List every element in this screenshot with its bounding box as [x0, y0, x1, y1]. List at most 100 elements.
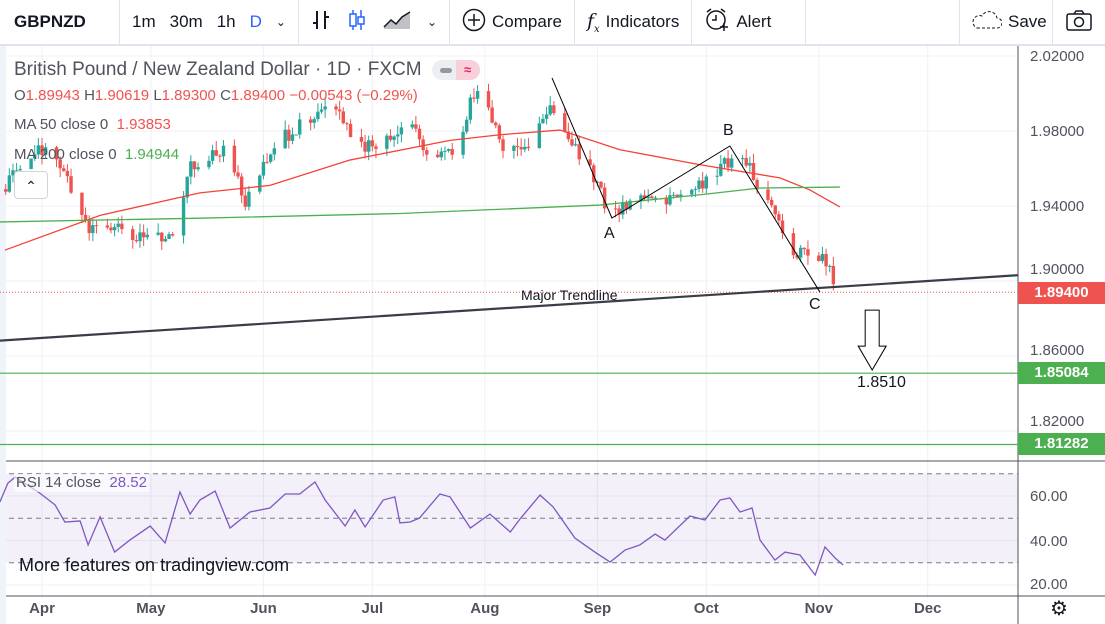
wave-label-a: A: [604, 225, 615, 242]
function-icon: fx: [586, 9, 600, 35]
price-tick: 1.90000: [1030, 261, 1085, 278]
candle-body: [308, 119, 313, 123]
rsi-legend[interactable]: RSI 14 close 28.52: [14, 474, 149, 492]
candle-body: [817, 255, 821, 261]
save-button[interactable]: Save: [960, 0, 1053, 45]
candle-body: [83, 214, 88, 221]
candle-body: [316, 111, 320, 120]
ma50-legend[interactable]: MA 50 close 0 1.93853: [14, 116, 171, 134]
candle-body: [831, 265, 836, 285]
bar-chart-icon[interactable]: [311, 9, 331, 36]
candle-body: [319, 109, 324, 112]
candle-body: [54, 147, 59, 160]
candle-body: [824, 253, 828, 267]
candle-body: [675, 194, 679, 197]
collapse-legend-button[interactable]: ⌃: [14, 171, 48, 199]
candle-body: [29, 158, 33, 170]
candle-body: [247, 191, 251, 207]
candle-body: [192, 161, 197, 170]
candle-body: [294, 134, 298, 136]
ohlc-legend: O1.89943 H1.90619 L1.89300 C1.89400 −0.0…: [14, 87, 418, 105]
candle-body: [232, 145, 237, 173]
rsi-tick: 20.00: [1030, 576, 1068, 593]
candle-body: [650, 196, 654, 199]
candle-body: [14, 170, 19, 172]
candle-body: [105, 225, 110, 228]
candle-body: [704, 176, 708, 189]
time-axis-label: Apr: [29, 600, 55, 617]
candle-body: [439, 151, 443, 158]
price-tick: 1.98000: [1030, 123, 1085, 140]
chart-title: British Pound / New Zealand Dollar · 1D …: [14, 59, 480, 81]
indicators-button[interactable]: fx Indicators: [575, 0, 693, 45]
candle-body: [40, 145, 44, 156]
chevron-down-icon[interactable]: ⌄: [275, 15, 286, 29]
candle-body: [777, 214, 781, 221]
candle-body: [744, 158, 748, 166]
candle-body: [370, 140, 375, 147]
compare-button[interactable]: Compare: [450, 0, 575, 45]
candle-body: [80, 192, 84, 215]
time-axis-label: Dec: [913, 600, 942, 617]
candle-body: [283, 129, 287, 149]
market-status-pill[interactable]: ≈: [431, 59, 480, 80]
settings-gear-icon[interactable]: ⚙: [1050, 598, 1068, 620]
price-tick: 1.94000: [1030, 198, 1085, 215]
candle-body: [544, 114, 549, 119]
candle-body: [526, 146, 531, 149]
candle-body: [58, 159, 62, 169]
candle-body: [367, 140, 371, 152]
interval-1h[interactable]: 1h: [216, 12, 236, 31]
candle-body: [523, 146, 527, 150]
candle-body: [755, 179, 759, 190]
candle-body: [563, 113, 567, 132]
candle-body: [417, 128, 422, 140]
time-axis-label: May: [136, 600, 166, 617]
ma50-value: 1.93853: [116, 116, 171, 133]
interval-30m[interactable]: 30m: [169, 12, 203, 31]
candle-body: [769, 199, 774, 206]
candle-body: [170, 234, 175, 236]
alert-button[interactable]: Alert: [692, 0, 807, 45]
candle-body: [131, 229, 135, 241]
candle-body: [181, 197, 186, 236]
candle-body: [802, 247, 806, 250]
candle-body: [595, 181, 600, 183]
candle-body: [806, 249, 810, 256]
watermark[interactable]: More features on tradingview.com: [19, 555, 290, 575]
candle-body: [613, 208, 618, 210]
interval-1m[interactable]: 1m: [132, 12, 156, 31]
snapshot-button[interactable]: [1053, 0, 1105, 45]
candle-body: [363, 141, 367, 152]
candle-body: [668, 195, 672, 205]
chevron-up-icon: ⌃: [25, 178, 37, 194]
interval-group: 1m 30m 1h D ⌄: [120, 0, 299, 45]
symbol-search[interactable]: GBPNZD: [0, 0, 120, 45]
candle-body: [160, 232, 164, 242]
candle-body: [588, 159, 592, 166]
left-edge: [0, 46, 6, 624]
ma200-legend[interactable]: MA 200 close 0 1.94944: [14, 146, 179, 164]
area-chart-icon[interactable]: [383, 9, 411, 36]
candle-body: [272, 148, 277, 155]
time-axis-label: Jun: [250, 600, 277, 617]
symbol-label[interactable]: GBPNZD: [14, 12, 86, 31]
candle-body: [646, 196, 650, 199]
candle-body: [690, 189, 694, 195]
rsi-value: 28.52: [109, 474, 147, 491]
trendline-label: Major Trendline: [521, 287, 618, 303]
wave-icon: ≈: [455, 59, 480, 80]
ma200-line: [0, 186, 840, 223]
candle-body: [7, 175, 12, 192]
save-label: Save: [1008, 12, 1047, 31]
candle-body: [334, 106, 338, 110]
time-axis-label: Oct: [693, 600, 719, 617]
candle-body: [519, 147, 523, 150]
candle-chart-icon[interactable]: [347, 9, 367, 36]
chevron-down-icon[interactable]: ⌄: [426, 15, 438, 29]
interval-d[interactable]: D: [249, 12, 262, 31]
candle-body: [18, 169, 22, 171]
candle-body: [573, 144, 578, 146]
candle-body: [766, 189, 770, 200]
